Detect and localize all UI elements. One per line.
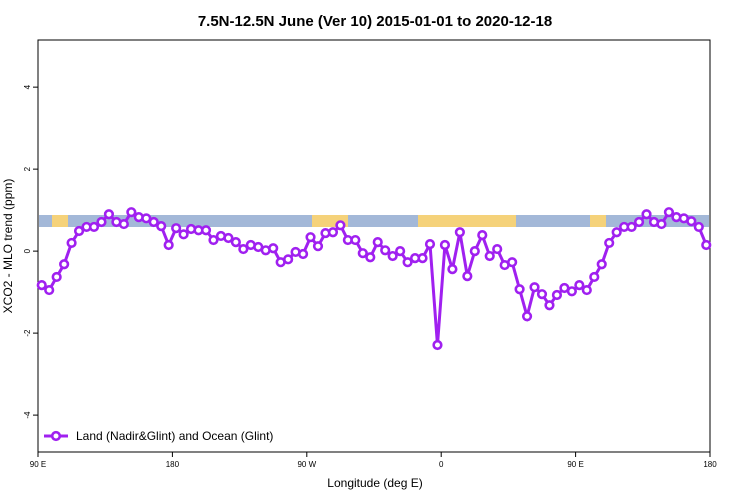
data-point <box>297 248 309 260</box>
data-point <box>327 227 339 238</box>
data-point <box>701 239 712 251</box>
data-point <box>230 237 241 248</box>
data-point <box>156 221 167 232</box>
data-point <box>611 227 622 238</box>
data-point <box>66 237 77 249</box>
data-point <box>469 246 480 257</box>
data-point <box>439 239 451 251</box>
data-point <box>521 311 533 322</box>
data-point <box>118 218 129 230</box>
x-tick-label: 180 <box>166 460 180 469</box>
x-axis-label: Longitude (deg E) <box>327 476 422 490</box>
legend-marker <box>50 430 62 442</box>
data-point <box>238 243 249 255</box>
data-point <box>641 209 652 220</box>
data-point <box>507 257 518 268</box>
y-tick-label: -2 <box>23 329 32 337</box>
land-patch <box>52 215 68 227</box>
data-point <box>544 300 555 311</box>
data-point <box>633 216 645 228</box>
land-patch <box>590 215 606 227</box>
data-point <box>693 221 704 233</box>
data-point <box>462 271 473 282</box>
ocean-band <box>39 215 709 227</box>
data-point <box>73 225 85 237</box>
data-point <box>372 237 383 248</box>
data-point <box>312 241 324 252</box>
data-point <box>477 230 488 241</box>
data-point <box>484 250 495 262</box>
data-point <box>581 284 592 296</box>
data-point <box>626 221 637 233</box>
legend-item: Land (Nadir&Glint) and Ocean (Glint) <box>44 429 273 443</box>
data-line <box>40 210 708 346</box>
x-tick-label: 90 E <box>30 460 46 469</box>
data-point <box>283 254 294 265</box>
y-tick-label: 0 <box>23 248 32 253</box>
data-point <box>350 234 361 246</box>
x-tick-label: 0 <box>439 460 444 469</box>
data-point <box>529 282 540 293</box>
data-point <box>148 216 159 228</box>
data-point <box>365 252 376 263</box>
data-point <box>305 232 316 243</box>
land-ocean-band <box>39 215 709 227</box>
data-point <box>88 221 100 233</box>
data-point <box>566 286 577 297</box>
land-patch <box>418 215 516 227</box>
data-point <box>596 259 607 270</box>
data-point <box>395 246 406 257</box>
data-point <box>686 216 697 227</box>
data-point <box>103 209 115 220</box>
data-point <box>447 264 458 275</box>
data-point <box>417 252 428 264</box>
data-point <box>36 280 47 291</box>
data-point <box>551 289 563 301</box>
data-point <box>96 216 107 228</box>
legend-label: Land (Nadir&Glint) and Ocean (Glint) <box>76 429 273 443</box>
data-point <box>335 220 346 231</box>
data-point <box>126 207 137 218</box>
data-point <box>454 227 465 238</box>
data-point <box>432 339 443 351</box>
y-axis-label: XCO2 - MLO trend (ppm) <box>1 179 15 314</box>
data-point <box>492 243 503 255</box>
chart-title: 7.5N-12.5N June (Ver 10) 2015-01-01 to 2… <box>198 13 552 30</box>
data-point <box>589 271 600 283</box>
data-point <box>357 248 368 259</box>
data-point <box>656 218 667 230</box>
y-tick-label: -4 <box>23 411 32 419</box>
x-tick-label: 90 W <box>297 460 316 469</box>
data-point <box>536 289 548 300</box>
data-point <box>44 284 55 296</box>
data-point <box>402 257 413 268</box>
data-point <box>574 280 585 291</box>
x-tick-label: 90 E <box>567 460 583 469</box>
data-point <box>424 239 436 250</box>
data-point <box>59 259 70 270</box>
data-point <box>514 284 525 295</box>
data-point <box>200 225 212 236</box>
data-point <box>163 239 174 251</box>
data-point <box>268 243 279 254</box>
data-point <box>387 250 398 262</box>
data-point <box>380 245 391 256</box>
y-tick-label: 4 <box>23 84 32 89</box>
data-point <box>604 237 615 249</box>
data-point <box>223 232 234 244</box>
data-point <box>171 223 182 234</box>
x-tick-label: 180 <box>703 460 717 469</box>
data-point <box>208 234 219 246</box>
data-point <box>663 207 675 218</box>
data-point <box>51 271 62 283</box>
data-point <box>141 213 152 224</box>
data-point <box>178 229 189 240</box>
y-tick-label: 2 <box>23 166 32 171</box>
